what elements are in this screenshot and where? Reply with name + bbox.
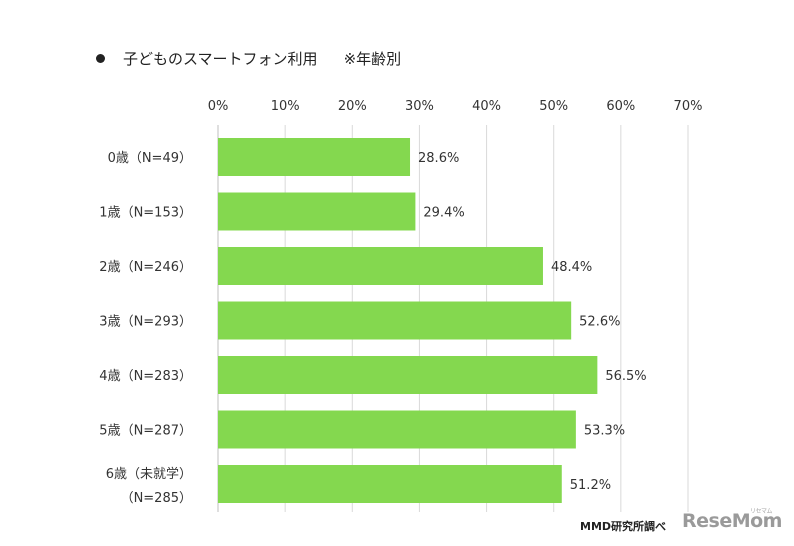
bar [218,410,576,449]
bar [218,192,416,231]
bar [218,247,543,285]
category-label: 3歳（N=293） [99,315,192,330]
category-label: 0歳（N=49） [108,151,192,166]
resemom-logo: ReseMom リセマム [682,508,782,532]
data-label: 53.3% [584,424,625,439]
data-label: 29.4% [423,206,464,221]
x-tick-label: 70% [674,99,703,114]
title-text: 子どものスマートフォン利用 [123,50,318,68]
source-credit: MMD研究所調べ [580,520,667,533]
x-tick-label: 40% [472,99,501,114]
x-tick-label: 10% [271,99,300,114]
category-label: 6歳（未就学） [106,466,192,482]
bar [218,356,598,394]
category-label: 5歳（N=287） [99,424,192,439]
data-label: 28.6% [418,151,459,166]
bar [218,301,572,340]
data-label: 52.6% [579,315,620,330]
x-tick-label: 20% [338,99,367,114]
x-tick-label: 50% [539,99,568,114]
category-label: 1歳（N=153） [99,206,192,221]
data-label: 51.2% [570,478,611,493]
bullet-icon [96,54,105,63]
data-label: 56.5% [605,369,646,384]
x-tick-label: 30% [405,99,434,114]
data-label: 48.4% [551,260,592,275]
x-tick-label: 0% [208,99,229,114]
category-label: 2歳（N=246） [99,260,192,275]
category-label: 4歳（N=283） [99,369,192,384]
bar [218,138,411,176]
chart-title: 子どものスマートフォン利用 ※年齢別 [96,48,401,69]
category-label: （N=285） [121,491,192,506]
title-note: ※年齢別 [343,50,402,68]
bar [218,465,562,503]
x-tick-label: 60% [606,99,635,114]
